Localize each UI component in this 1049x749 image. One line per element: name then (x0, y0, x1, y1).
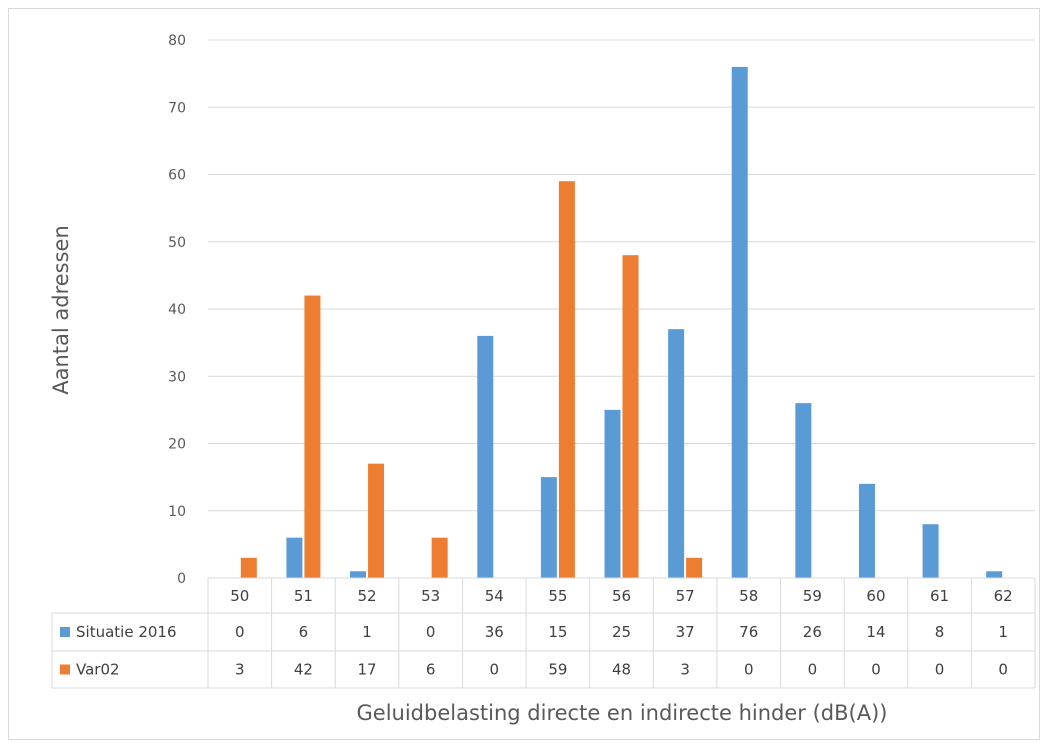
x-category-label: 59 (803, 587, 822, 605)
data-table-value: 0 (489, 661, 499, 679)
legend-key (60, 664, 70, 675)
data-table-value: 59 (548, 661, 567, 679)
bar-var02-51 (304, 295, 321, 578)
data-table-value: 0 (935, 661, 945, 679)
data-table-value: 76 (739, 623, 758, 641)
y-axis-title: Aantal adressen (49, 225, 73, 395)
data-table-value: 36 (485, 623, 504, 641)
y-tick-label: 10 (168, 504, 186, 520)
data-table-value: 0 (426, 623, 436, 641)
data-table-value: 0 (871, 661, 881, 679)
x-category-label: 50 (230, 587, 249, 605)
data-table-value: 26 (803, 623, 822, 641)
x-category-label: 58 (739, 587, 758, 605)
data-table-value: 6 (299, 623, 309, 641)
y-tick-label: 60 (168, 168, 186, 184)
bar-var02-55 (558, 181, 575, 578)
data-table-value: 8 (935, 623, 945, 641)
bar-situatie-2016-61 (922, 524, 939, 578)
bar-situatie-2016-52 (350, 571, 367, 578)
x-category-label: 51 (294, 587, 313, 605)
legend-label: Var02 (76, 661, 120, 679)
data-table-value: 0 (998, 661, 1008, 679)
data-table-value: 48 (612, 661, 631, 679)
bar-situatie-2016-56 (604, 409, 621, 578)
bar-situatie-2016-59 (795, 403, 812, 578)
data-table-value: 14 (866, 623, 885, 641)
y-tick-label: 30 (168, 369, 186, 385)
bar-situatie-2016-54 (477, 335, 494, 578)
x-category-label: 55 (548, 587, 567, 605)
y-axis-ticks: 0 10 20 30 40 50 60 70 80 (168, 33, 186, 587)
bars (240, 66, 1003, 579)
data-table-value: 0 (744, 661, 754, 679)
bar-situatie-2016-55 (540, 477, 557, 578)
bar-var02-52 (368, 463, 385, 578)
data-table-value: 15 (548, 623, 567, 641)
data-table-value: 17 (357, 661, 376, 679)
bar-situatie-2016-60 (858, 483, 875, 578)
chart-frame (8, 8, 1040, 740)
x-category-label: 61 (930, 587, 949, 605)
bar-var02-56 (622, 255, 639, 578)
bar-var02-50 (240, 557, 257, 578)
y-tick-label: 40 (168, 302, 186, 318)
data-table-value: 3 (680, 661, 690, 679)
x-category-label: 54 (485, 587, 504, 605)
x-category-label: 53 (421, 587, 440, 605)
legend-key (60, 627, 70, 637)
data-table-value: 3 (235, 661, 245, 679)
data-table-value: 0 (808, 661, 818, 679)
x-axis-title: Geluidbelasting directe en indirecte hin… (357, 701, 888, 725)
bar-situatie-2016-62 (986, 571, 1003, 578)
x-category-label: 56 (612, 587, 631, 605)
legend-label: Situatie 2016 (76, 623, 177, 641)
x-category-label: 60 (866, 587, 885, 605)
bar-situatie-2016-58 (731, 66, 748, 579)
bar-situatie-2016-57 (668, 329, 685, 578)
y-tick-label: 20 (168, 437, 186, 453)
bar-situatie-2016-51 (286, 537, 303, 578)
data-table-value: 6 (426, 661, 436, 679)
y-tick-label: 50 (168, 235, 186, 251)
data-table-value: 0 (235, 623, 245, 641)
data-table-value: 1 (362, 623, 372, 641)
data-table-value: 37 (676, 623, 695, 641)
x-category-label: 57 (676, 587, 695, 605)
y-tick-label: 0 (177, 571, 186, 587)
y-tick-label: 70 (168, 100, 186, 116)
x-category-label: 62 (994, 587, 1013, 605)
y-tick-label: 80 (168, 33, 186, 49)
bar-var02-57 (686, 557, 703, 578)
gridlines (208, 39, 1035, 579)
data-table-value: 42 (294, 661, 313, 679)
data-table-value: 25 (612, 623, 631, 641)
data-table-value: 1 (998, 623, 1008, 641)
bar-var02-53 (431, 537, 448, 578)
x-category-label: 52 (357, 587, 376, 605)
